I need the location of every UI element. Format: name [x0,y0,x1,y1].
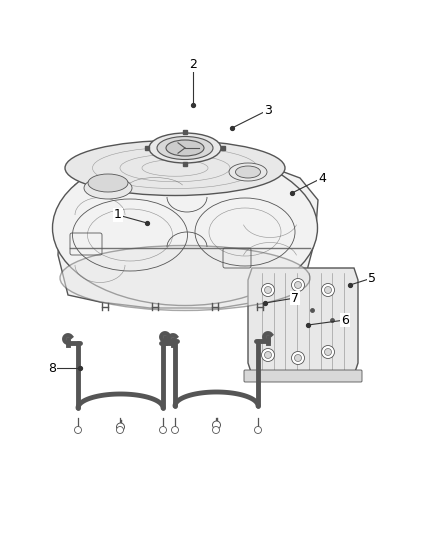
Circle shape [265,351,272,359]
Circle shape [254,426,261,433]
Ellipse shape [229,163,267,181]
Circle shape [261,349,275,361]
Circle shape [212,426,219,433]
Ellipse shape [157,136,213,159]
Circle shape [159,426,166,433]
Ellipse shape [84,177,132,199]
Text: 6: 6 [341,313,349,327]
Circle shape [261,284,275,296]
Circle shape [321,284,335,296]
Ellipse shape [236,166,261,178]
Ellipse shape [88,174,128,192]
Circle shape [117,423,124,431]
FancyBboxPatch shape [244,370,362,382]
Circle shape [265,287,272,294]
Circle shape [294,281,301,288]
Text: 7: 7 [291,292,299,304]
Circle shape [294,354,301,361]
Circle shape [172,426,179,433]
Text: 8: 8 [48,361,56,375]
Ellipse shape [53,150,318,305]
Circle shape [212,421,220,429]
Text: 2: 2 [189,59,197,71]
Ellipse shape [149,133,221,163]
Circle shape [325,287,332,294]
PathPatch shape [58,152,318,308]
Ellipse shape [60,246,310,311]
Text: 1: 1 [114,208,122,222]
Ellipse shape [65,141,285,196]
Circle shape [321,345,335,359]
Circle shape [325,349,332,356]
Ellipse shape [166,140,204,156]
Circle shape [292,351,304,365]
PathPatch shape [248,268,358,375]
Circle shape [292,279,304,292]
Text: 5: 5 [368,271,376,285]
Circle shape [74,426,81,433]
Text: 4: 4 [318,172,326,184]
Text: 3: 3 [264,103,272,117]
Circle shape [117,426,124,433]
